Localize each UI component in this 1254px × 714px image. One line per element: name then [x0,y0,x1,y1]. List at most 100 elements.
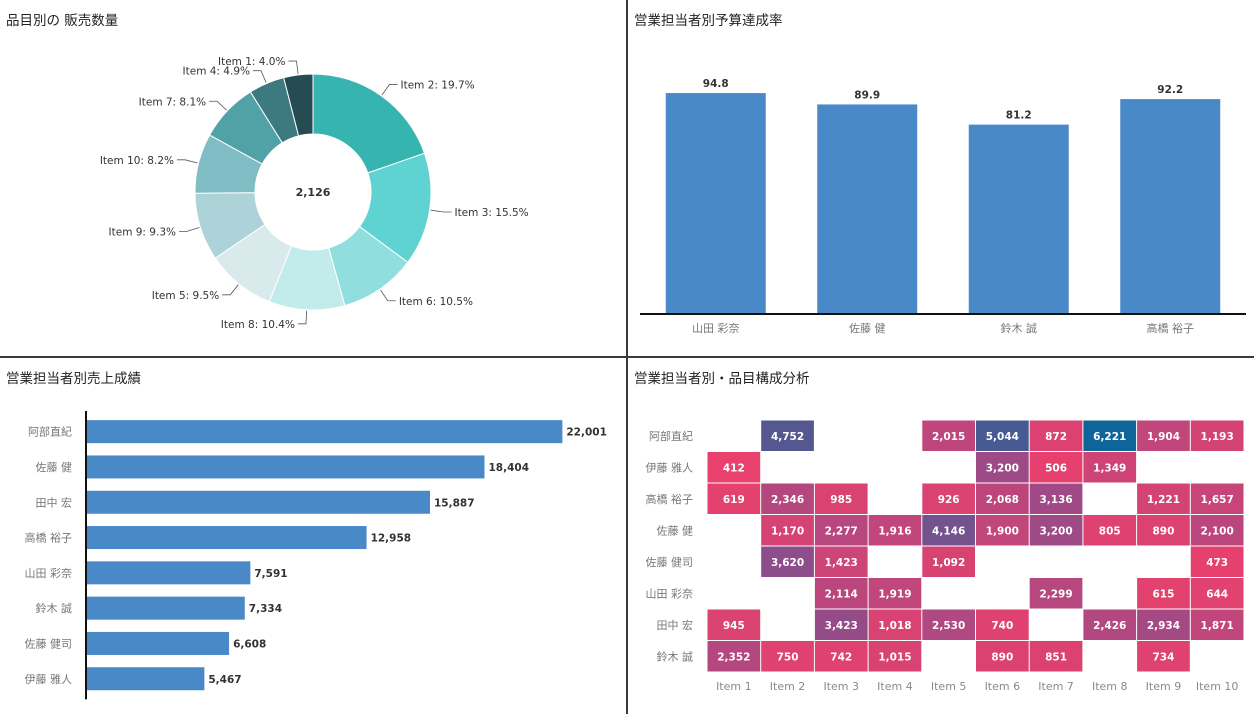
heatmap-cell-label: 473 [1206,557,1228,569]
heatmap-cell [1083,515,1137,546]
donut-slice [312,73,426,174]
heatmap-cell [1137,420,1190,451]
budget-bar [968,124,1069,313]
heatmap-cell-label: 412 [723,462,745,474]
heatmap-cell [1137,578,1190,609]
heatmap-cell [814,515,868,546]
donut-leader-line [430,209,452,213]
budget-value-label: 89.9 [854,89,880,101]
heatmap-column-label: Item 9 [1146,680,1182,693]
sales-bar [86,667,205,691]
heatmap-row-label: 佐藤 健司 [646,555,694,569]
sales-value-label: 15,887 [434,497,475,509]
donut-slice-label: Item 6: 10.5% [399,296,473,308]
donut-leader-line [176,159,198,164]
heatmap-cell-label: 1,092 [932,557,965,569]
sales-bar-chart: 22,001 阿部直紀 18,404 佐藤 健 15,887 田中 宏 12,958 高橋 裕… [25,411,607,700]
heatmap-cell-label: 615 [1152,588,1174,600]
heatmap-cell-label: 750 [777,651,799,663]
heatmap-column-label: Item 7 [1038,680,1074,693]
heatmap-cell-label: 619 [723,494,745,506]
heatmap-cell [761,483,814,514]
donut-slice-label: Item 8: 10.4% [221,319,295,331]
donut-slice-label: Item 7: 8.1% [139,96,206,108]
donut-slice-label: Item 3: 15.5% [454,207,528,219]
heatmap-cell [868,641,922,672]
heatmap-column-label: Item 10 [1196,680,1239,693]
heatmap-cell-label: 2,530 [932,620,965,632]
sales-category-label: 鈴木 誠 [36,601,73,615]
budget-value-label: 81.2 [1006,110,1032,122]
heatmap-cell-label: 506 [1045,462,1067,474]
heatmap-cell-label: 1,657 [1201,494,1234,506]
heatmap-cell [868,609,922,640]
heatmap-cell-label: 1,015 [878,651,911,663]
heatmap-column-label: Item 8 [1092,680,1128,693]
heatmap-cell [707,609,761,640]
heatmap-cell-label: 890 [991,651,1013,663]
heatmap-cell [922,420,975,451]
matrix-title: 営業担当者別・品目構成分析 [634,371,810,387]
heatmap-cell-label: 926 [938,494,960,506]
donut-slice-label: Item 2: 19.7% [401,79,475,91]
heatmap-cell-label: 734 [1152,651,1174,663]
heatmap-cell [1137,641,1190,672]
donut-slice-label: Item 1: 4.0% [218,56,285,68]
heatmap-cell [707,452,761,483]
budget-category-label: 山田 彩奈 [692,321,740,335]
donut-leader-line [288,60,299,74]
heatmap-cell-label: 3,136 [1039,494,1072,506]
budget-category-label: 佐藤 健 [849,321,886,335]
sales-bar [86,561,251,585]
heatmap-cell [922,609,975,640]
heatmap-cell [1137,609,1190,640]
heatmap-cell-label: 1,919 [878,588,911,600]
budget-value-label: 94.8 [703,78,729,90]
heatmap-cell-label: 3,620 [771,557,804,569]
donut-leader-line [380,289,396,302]
sales-value-label: 6,608 [233,638,266,650]
heatmap-cell-label: 1,170 [771,525,804,537]
sales-category-label: 高橋 裕子 [25,531,73,545]
heatmap-cell [761,420,814,451]
heatmap-cell [1083,609,1137,640]
heatmap-cell [976,420,1029,451]
heatmap-cell-label: 1,900 [986,525,1019,537]
heatmap-row-label: 鈴木 誠 [657,649,694,663]
heatmap-cell-label: 4,146 [932,525,965,537]
donut-leader-line [253,70,267,83]
heatmap-column-label: Item 5 [931,680,967,693]
heatmap-cell [1190,420,1244,451]
heatmap-cell [707,641,761,672]
budget-title: 営業担当者別予算達成率 [634,13,783,29]
matrix-panel: 営業担当者別・品目構成分析 阿部直紀 4,752 2,015 5,044 872 6,22… [628,358,1254,714]
heatmap-cell-label: 872 [1045,431,1067,443]
sales-panel: 営業担当者別売上成績 22,001 阿部直紀 18,404 佐藤 健 15,887 田中 … [0,358,626,714]
sales-category-label: 山田 彩奈 [25,566,73,580]
heatmap-cell-label: 2,277 [825,525,858,537]
donut-leader-line [179,227,200,232]
heatmap-cell [814,578,868,609]
heatmap-cell-label: 3,200 [986,462,1019,474]
heatmap-row-label: 佐藤 健 [657,523,694,537]
heatmap-column-label: Item 4 [877,680,913,693]
heatmap-cell-label: 2,015 [932,431,965,443]
heatmap-cell-label: 4,752 [771,431,804,443]
budget-category-label: 高橋 裕子 [1147,321,1195,335]
heatmap-cell [761,546,814,577]
heatmap-cell [922,546,975,577]
heatmap-cell-label: 985 [830,494,852,506]
heatmap-cell-label: 1,018 [878,620,911,632]
donut-title: 品目別の 販売数量 [6,13,119,29]
heatmap-cell-label: 1,423 [825,557,858,569]
budget-bar [1120,99,1221,313]
heatmap-cell [976,515,1029,546]
sales-category-label: 伊藤 雅人 [25,672,73,686]
heatmap-cell [761,641,814,672]
budget-panel: 営業担当者別予算達成率 94.8 山田 彩奈 89.9 佐藤 健 81.2 鈴木 誠 92.… [628,0,1254,356]
heatmap-cell-label: 1,349 [1093,462,1126,474]
heatmap-cell [922,483,975,514]
heatmap-cell-label: 3,423 [825,620,858,632]
sales-bar [86,526,367,550]
sales-value-label: 12,958 [371,533,412,545]
